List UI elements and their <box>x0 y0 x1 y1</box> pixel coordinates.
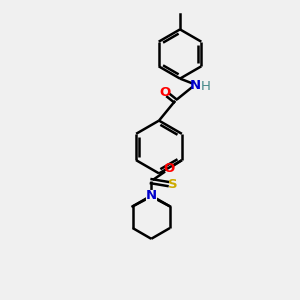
Text: O: O <box>159 86 170 99</box>
Text: S: S <box>168 178 178 191</box>
Text: N: N <box>146 189 157 202</box>
Text: O: O <box>164 162 175 175</box>
Text: N: N <box>190 79 201 92</box>
Text: H: H <box>200 80 210 93</box>
